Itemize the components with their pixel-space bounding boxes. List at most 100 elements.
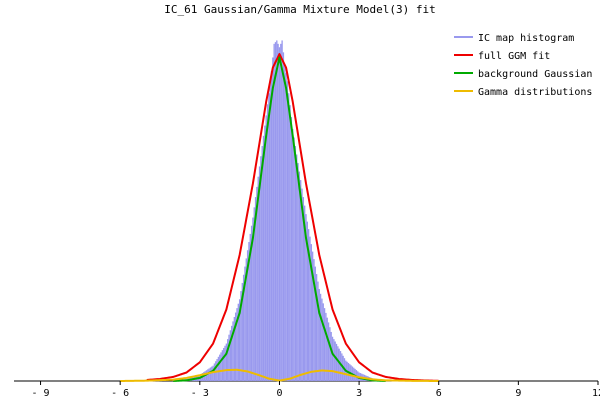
histogram-bar <box>233 316 235 381</box>
x-tick-label: 0 <box>276 388 282 399</box>
histogram-bar <box>286 81 289 382</box>
chart-title: IC_61 Gaussian/Gamma Mixture Model(3) fi… <box>164 3 436 16</box>
histogram-bar <box>266 104 269 381</box>
histogram-bar <box>322 303 324 381</box>
histogram-bar <box>318 289 320 381</box>
histogram-bar <box>307 229 310 381</box>
histogram-bar <box>326 317 328 381</box>
histogram-bar <box>240 291 242 381</box>
series-line-4 <box>120 368 439 382</box>
histogram-bar <box>216 359 218 381</box>
histogram-bar <box>309 236 311 381</box>
histogram-bar <box>284 64 286 382</box>
x-tick-label: 3 <box>356 388 362 399</box>
histogram-bar <box>300 180 302 381</box>
histogram-bar <box>223 347 225 381</box>
histogram-bar <box>319 293 322 381</box>
histogram-bar <box>297 163 299 381</box>
histogram-bar <box>217 356 220 381</box>
histogram-bar <box>285 72 287 381</box>
histogram-bar <box>228 334 230 381</box>
histogram-layer <box>172 40 387 382</box>
legend-label: full GGM fit <box>478 51 550 62</box>
histogram-bar <box>273 43 275 382</box>
histogram-bar <box>310 244 312 381</box>
histogram-bar <box>311 251 314 381</box>
histogram-bar <box>229 330 232 381</box>
x-axis: - 9 - 6 - 3 0 3 6 9 12 <box>32 381 600 399</box>
histogram-bar <box>232 321 234 381</box>
histogram-bar <box>296 154 298 381</box>
histogram-bar <box>219 354 221 381</box>
histogram-bar <box>221 350 224 381</box>
legend: IC map histogram full GGM fit background G… <box>454 33 592 98</box>
histogram-bar <box>294 146 297 381</box>
histogram-bar <box>274 42 277 381</box>
histogram-bar <box>313 259 315 381</box>
histogram-bar <box>227 339 229 381</box>
histogram-bar <box>325 312 327 381</box>
histogram-bar <box>304 205 306 381</box>
histogram-bar <box>211 366 213 381</box>
histogram-bar <box>302 197 305 381</box>
histogram-bar <box>250 225 253 381</box>
x-tick-label: - 9 <box>32 388 50 399</box>
histogram-bar <box>327 322 330 381</box>
histogram-bar <box>289 105 291 381</box>
histogram-bar <box>282 52 285 381</box>
histogram-bar <box>207 369 209 381</box>
histogram-bar <box>334 341 336 381</box>
histogram-bar <box>277 43 279 382</box>
histogram-bar <box>257 176 259 381</box>
histogram-bar <box>293 137 295 381</box>
histogram-bar <box>252 217 254 381</box>
histogram-bar <box>314 266 316 381</box>
histogram-bar <box>234 312 237 381</box>
histogram-bar <box>242 274 245 381</box>
histogram-bar <box>306 221 308 381</box>
histogram-bar <box>208 368 210 381</box>
histogram-bar <box>338 348 340 381</box>
histogram-bar <box>265 115 267 382</box>
legend-label: Gamma distributions <box>478 87 592 98</box>
histogram-bar <box>246 250 249 381</box>
histogram-bar <box>238 299 241 381</box>
histogram-bar <box>335 343 338 381</box>
legend-label: IC map histogram <box>478 33 574 44</box>
histogram-bar <box>245 258 247 381</box>
histogram-bar <box>270 71 273 381</box>
histogram-bar <box>331 336 334 381</box>
histogram-bar <box>329 327 331 381</box>
histogram-bar <box>260 156 262 381</box>
series-line-2 <box>146 53 439 382</box>
legend-label: background Gaussian <box>478 69 592 80</box>
histogram-bar <box>323 308 326 381</box>
histogram-bar <box>258 166 261 381</box>
histogram-bar <box>262 135 265 381</box>
histogram-bar <box>298 171 301 381</box>
histogram-bar <box>330 331 332 381</box>
histogram-bar <box>276 40 278 382</box>
histogram-bar <box>236 308 238 381</box>
histogram-bar <box>241 282 243 381</box>
histogram-bar <box>290 117 293 381</box>
histogram-bar <box>280 43 282 382</box>
histogram-bar <box>224 345 226 381</box>
histogram-bar <box>205 370 208 381</box>
histogram-bar <box>264 125 266 381</box>
histogram-bar <box>321 298 323 381</box>
histogram-bar <box>249 233 251 381</box>
histogram-bar <box>301 188 303 381</box>
histogram-bar <box>269 82 271 382</box>
histogram-bar <box>315 274 318 381</box>
histogram-bar <box>333 339 335 381</box>
histogram-bar <box>339 351 342 381</box>
histogram-bar <box>248 242 250 381</box>
histogram-bar <box>261 146 263 381</box>
histogram-bar <box>317 281 319 381</box>
histogram-bar <box>305 214 307 381</box>
histogram-bar <box>244 266 246 381</box>
histogram-bar <box>231 325 233 381</box>
line-layer <box>120 53 439 382</box>
